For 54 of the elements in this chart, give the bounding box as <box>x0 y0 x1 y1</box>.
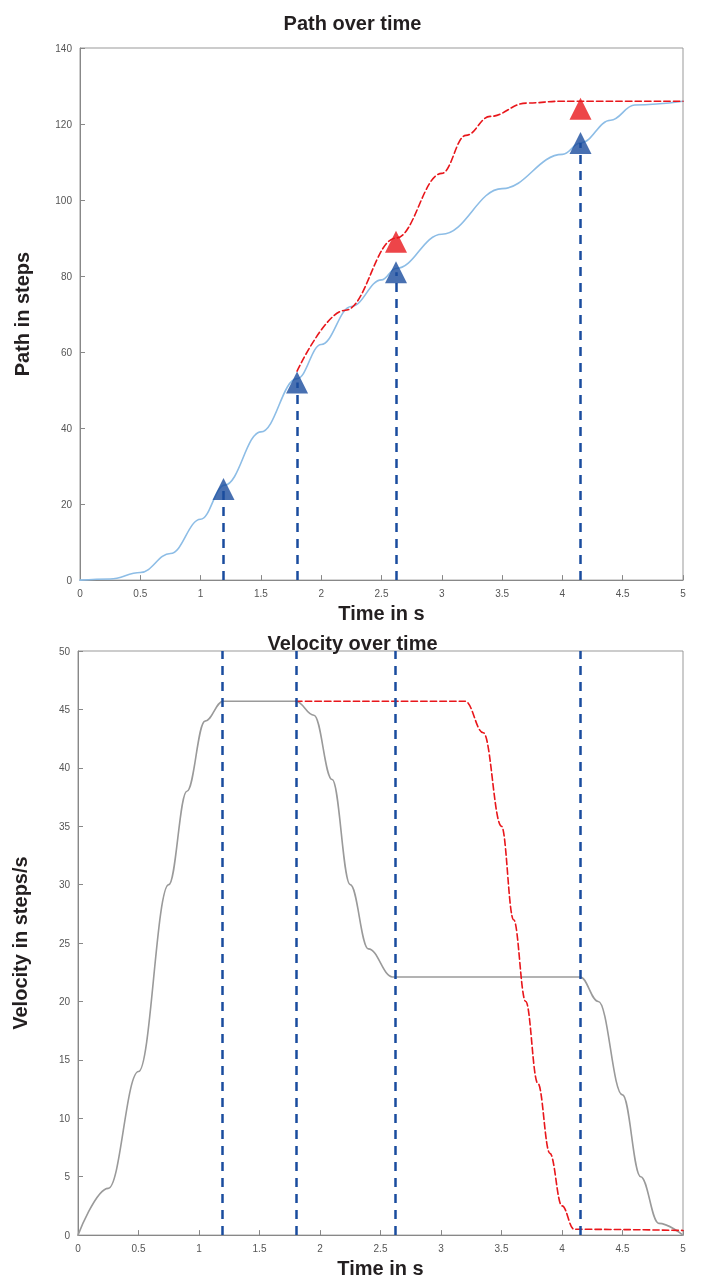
x-tick-label: 2.5 <box>373 1242 388 1254</box>
y-tick-label: 140 <box>55 42 73 54</box>
line-series <box>295 700 684 1232</box>
x-tick-label: 5 <box>680 587 687 599</box>
chart-title: Velocity over time <box>267 632 438 654</box>
y-tick-label: 25 <box>58 937 71 949</box>
x-tick-label: 0 <box>75 1242 82 1254</box>
y-axis-title: Path in steps <box>11 251 33 377</box>
y-tick-label: 80 <box>60 270 73 282</box>
y-tick-label: 15 <box>58 1054 71 1066</box>
point <box>212 477 235 500</box>
y-tick-label: 60 <box>60 346 73 358</box>
x-tick-label: 0.5 <box>131 1242 146 1254</box>
x-tick-label: 4 <box>559 1242 566 1254</box>
x-tick-label: 2 <box>317 1242 324 1254</box>
x-tick-label: 1.5 <box>253 587 269 599</box>
y-tick-label: 35 <box>58 820 71 832</box>
point <box>569 97 592 120</box>
y-tick-label: 50 <box>58 645 71 657</box>
y-tick-label: 0 <box>66 574 73 586</box>
point <box>384 230 407 253</box>
y-tick-label: 20 <box>60 498 73 510</box>
x-tick-label: 4.5 <box>615 587 631 599</box>
y-tick-label: 40 <box>60 422 73 434</box>
point <box>569 132 592 155</box>
x-tick-label: 5 <box>680 1242 687 1254</box>
x-tick-label: 3.5 <box>494 1242 509 1254</box>
x-tick-label: 4 <box>559 587 566 599</box>
x-tick-label: 3 <box>438 1242 445 1254</box>
x-axis-title: Time in s <box>338 602 425 624</box>
x-tick-label: 3 <box>439 587 446 599</box>
point <box>384 261 407 284</box>
x-tick-label: 1.5 <box>252 1242 267 1254</box>
point <box>286 371 309 394</box>
y-tick-label: 10 <box>58 1112 71 1124</box>
x-tick-label: 1 <box>196 1242 203 1254</box>
y-tick-label: 0 <box>64 1229 71 1241</box>
y-tick-label: 100 <box>55 194 73 206</box>
chart-title: Path over time <box>283 12 422 34</box>
y-tick-label: 120 <box>55 118 73 130</box>
x-tick-label: 4.5 <box>615 1242 630 1254</box>
y-tick-label: 45 <box>58 703 71 715</box>
x-tick-label: 0 <box>77 587 84 599</box>
y-tick-label: 40 <box>58 762 71 774</box>
x-tick-label: 3.5 <box>495 587 510 599</box>
y-tick-label: 30 <box>58 879 71 891</box>
y-axis-title: Velocity in steps/s <box>9 856 31 1030</box>
x-tick-label: 0.5 <box>133 587 148 599</box>
y-tick-label: 5 <box>64 1171 71 1183</box>
x-tick-label: 2 <box>318 587 325 599</box>
x-tick-label: 2.5 <box>374 587 389 599</box>
x-tick-label: 1 <box>197 587 204 599</box>
x-axis-title: Time in s <box>337 1257 424 1279</box>
y-tick-label: 20 <box>58 995 71 1007</box>
